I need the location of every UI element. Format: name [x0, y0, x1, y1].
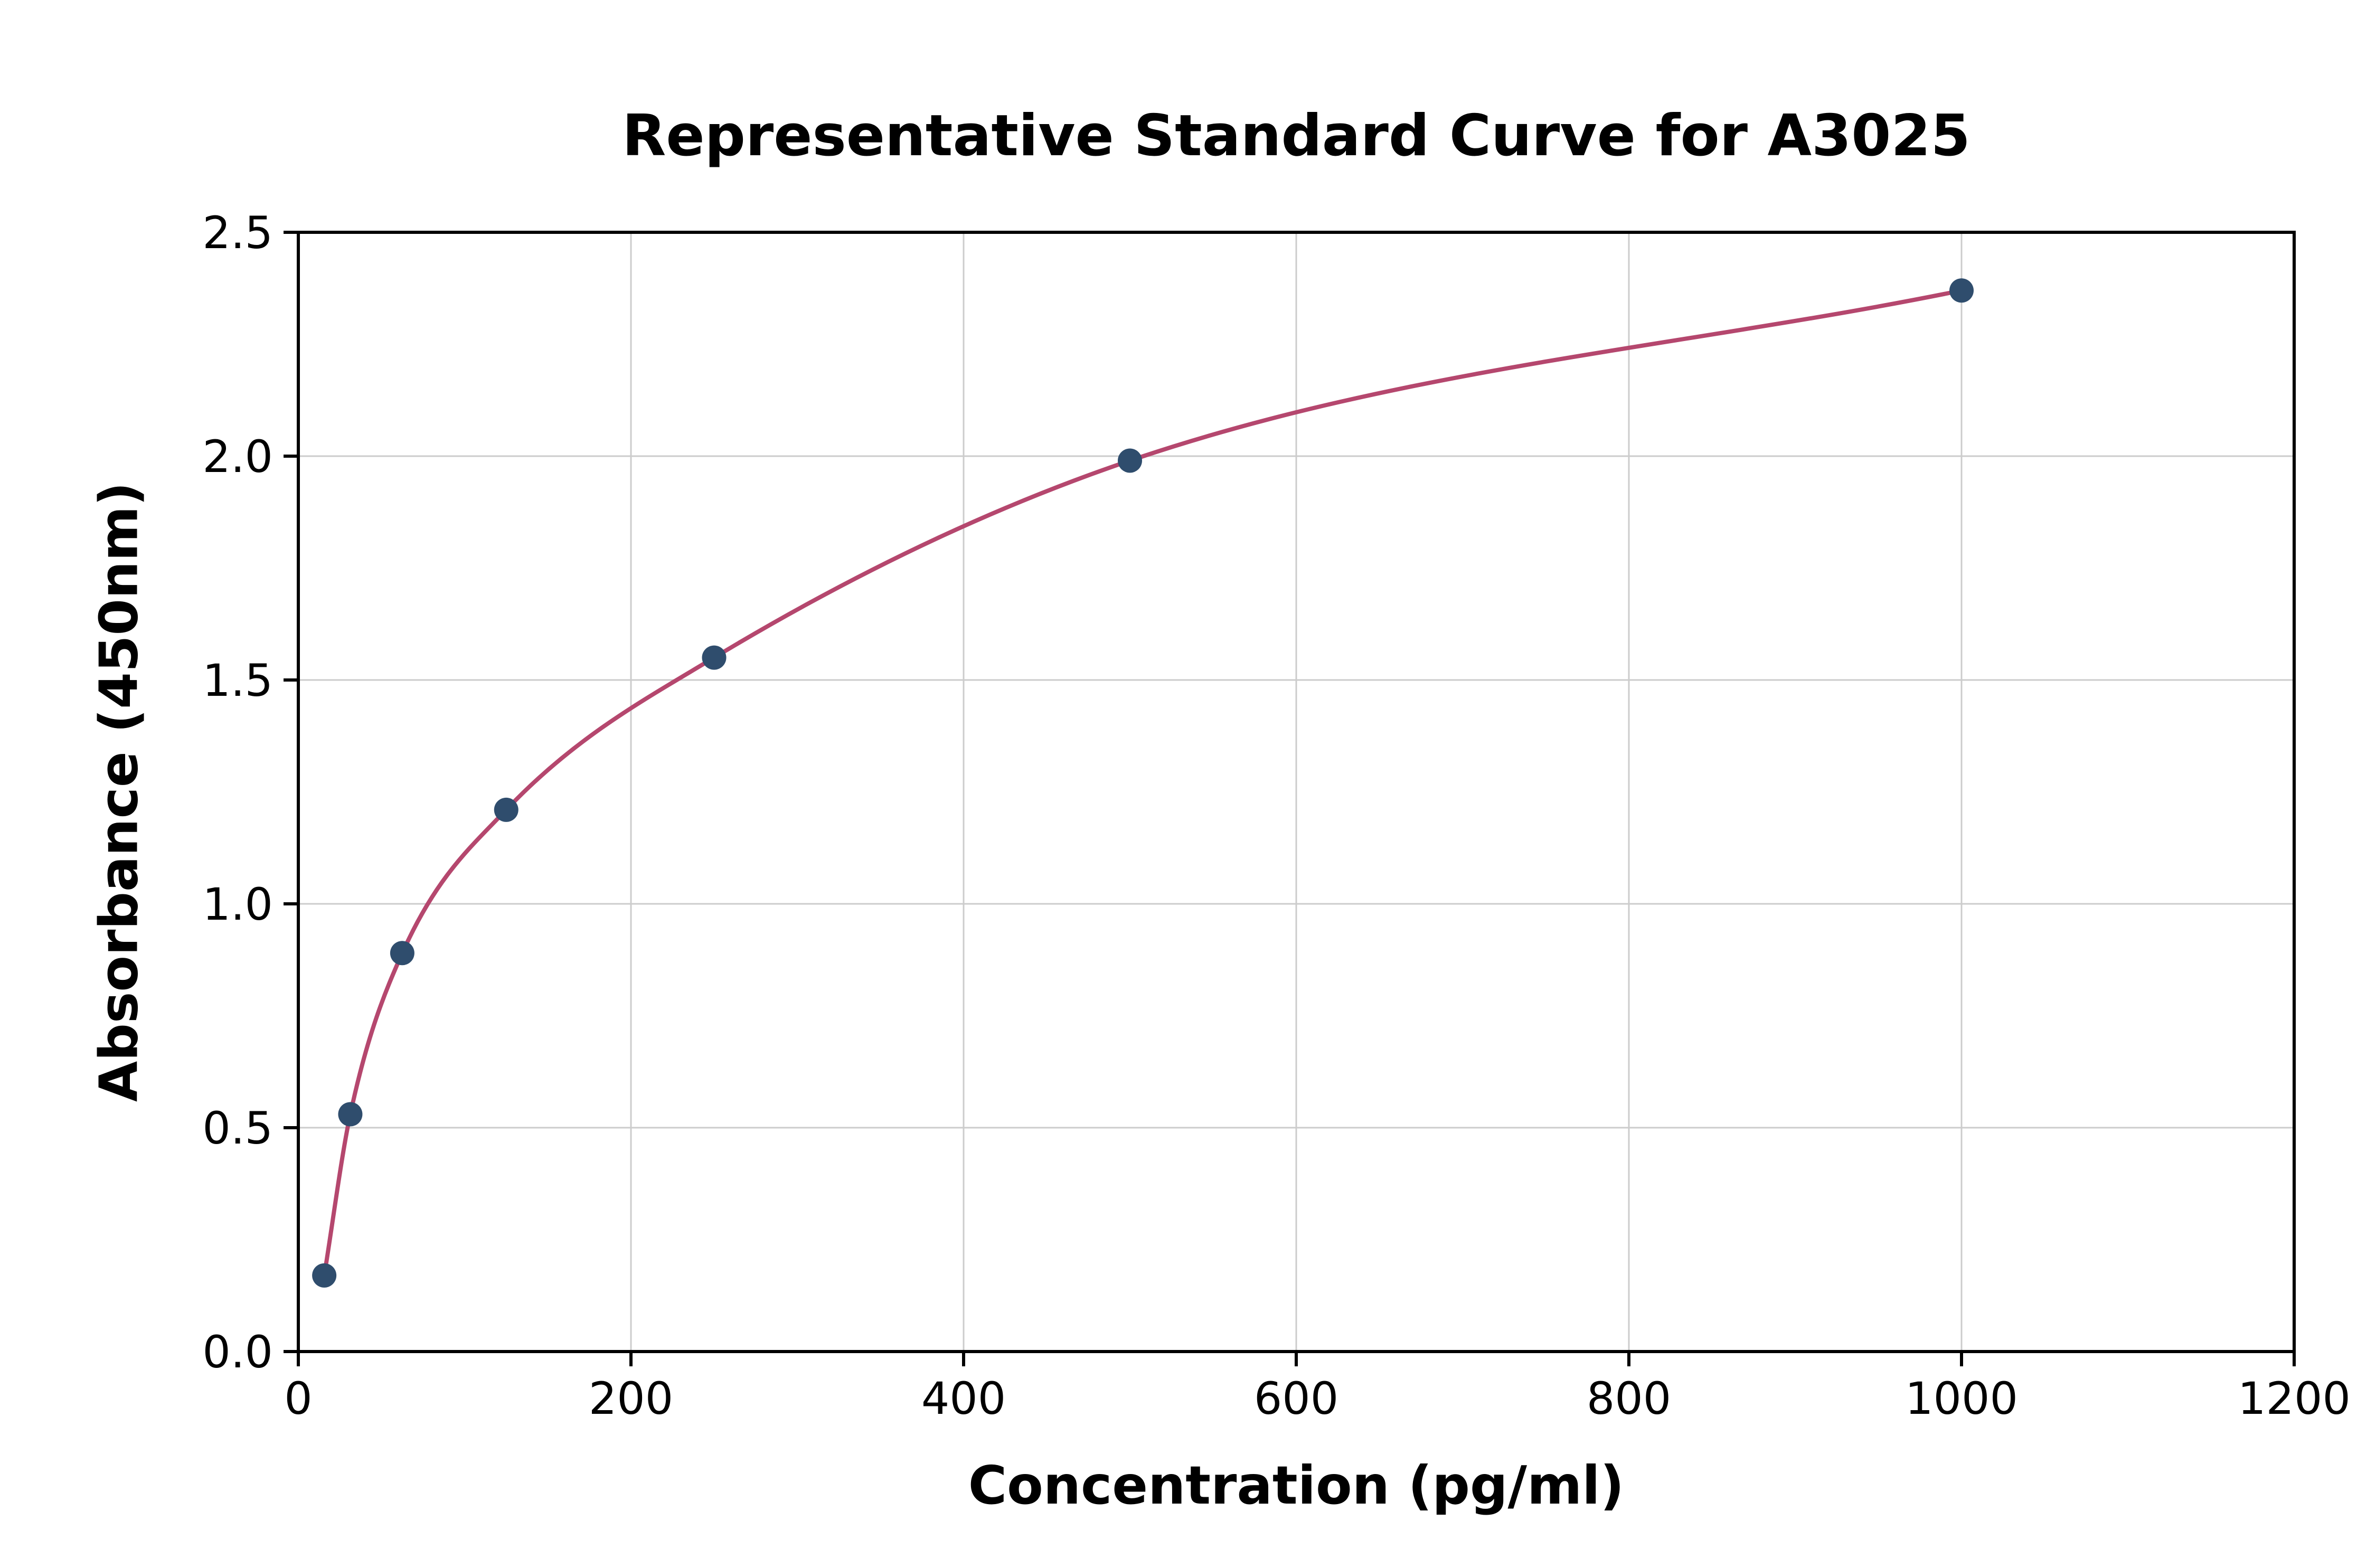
y-axis-label: Absorbance (450nm)	[88, 481, 150, 1102]
x-tick-label: 0	[284, 1373, 312, 1424]
x-tick-label: 1000	[1905, 1373, 2018, 1424]
y-tick-label: 1.0	[202, 879, 273, 930]
y-tick-label: 2.0	[202, 431, 273, 483]
chart-title: Representative Standard Curve for A3025	[622, 103, 1970, 169]
y-tick-label: 0.5	[202, 1102, 273, 1154]
x-axis-label: Concentration (pg/ml)	[968, 1454, 1625, 1516]
x-tick-label: 200	[589, 1373, 673, 1424]
x-tick-label: 1200	[2238, 1373, 2351, 1424]
y-tick-label: 1.5	[202, 655, 273, 706]
x-tick-label: 800	[1587, 1373, 1671, 1424]
data-point	[1118, 448, 1142, 473]
data-point	[312, 1263, 337, 1288]
data-point	[338, 1102, 363, 1127]
data-point	[1949, 278, 1974, 303]
y-tick-label: 2.5	[202, 207, 273, 259]
x-tick-label: 400	[921, 1373, 1006, 1424]
data-point	[702, 645, 727, 670]
fit-curve	[322, 288, 1964, 1278]
data-point	[494, 797, 518, 822]
data-point	[390, 941, 414, 966]
y-tick-label: 0.0	[202, 1326, 273, 1378]
x-tick-label: 600	[1254, 1373, 1338, 1424]
